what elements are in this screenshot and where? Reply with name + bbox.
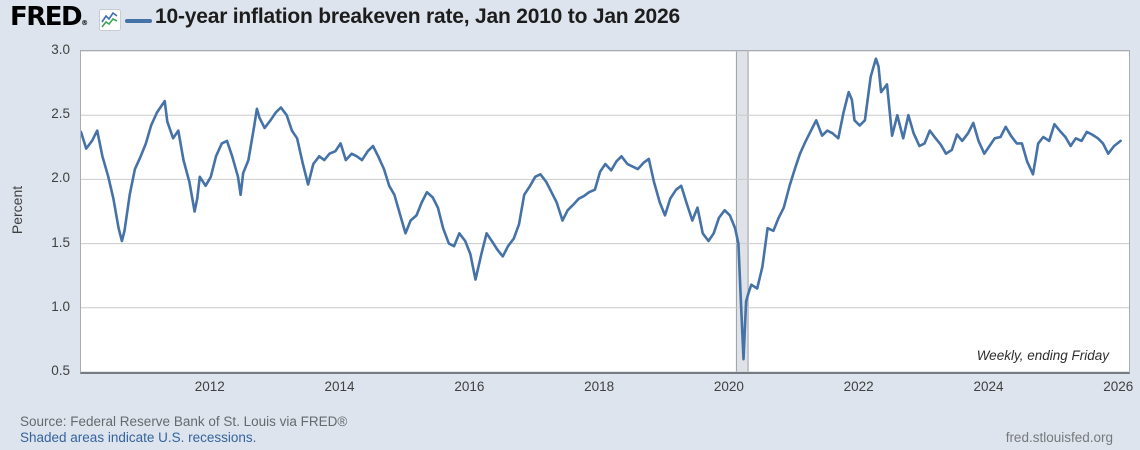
site-link[interactable]: fred.stlouisfed.org <box>1005 430 1113 445</box>
plot-area[interactable]: Weekly, ending Friday <box>80 50 1130 374</box>
chart-title: 10-year inflation breakeven rate, Jan 20… <box>155 5 680 28</box>
y-axis-label: Percent <box>9 185 25 235</box>
x-tick-label: 2024 <box>973 379 1004 394</box>
series-legend-dash <box>125 19 152 23</box>
y-tick-label: 1.5 <box>51 234 70 250</box>
y-tick-label: 2.5 <box>51 106 70 122</box>
y-tick-label: 3.0 <box>51 42 70 57</box>
y-tick-label: 0.5 <box>51 363 70 378</box>
data-line-series <box>81 57 1122 361</box>
x-tick-label: 2016 <box>454 379 485 394</box>
x-tick-label: 2020 <box>713 379 744 394</box>
y-tick-label: 1.0 <box>51 298 70 314</box>
fred-logo[interactable]: FRED® <box>10 2 88 38</box>
x-tick-label: 2022 <box>843 379 874 394</box>
frequency-note: Weekly, ending Friday <box>976 348 1109 363</box>
registered-trademark-icon: ® <box>81 19 89 27</box>
y-tick-label: 2.0 <box>51 170 70 186</box>
recession-shading <box>735 51 749 372</box>
fred-logo-text: FRED <box>10 2 83 32</box>
source-text: Source: Federal Reserve Bank of St. Loui… <box>20 414 348 429</box>
chart-canvas <box>81 51 1129 372</box>
fred-logo-chart-icon <box>99 9 121 31</box>
x-tick-label: 2014 <box>324 379 355 394</box>
recession-note-link[interactable]: Shaded areas indicate U.S. recessions. <box>20 430 257 445</box>
x-tick-label: 2026 <box>1103 379 1134 394</box>
x-tick-label: 2012 <box>194 379 225 394</box>
x-tick-label: 2018 <box>584 379 615 394</box>
